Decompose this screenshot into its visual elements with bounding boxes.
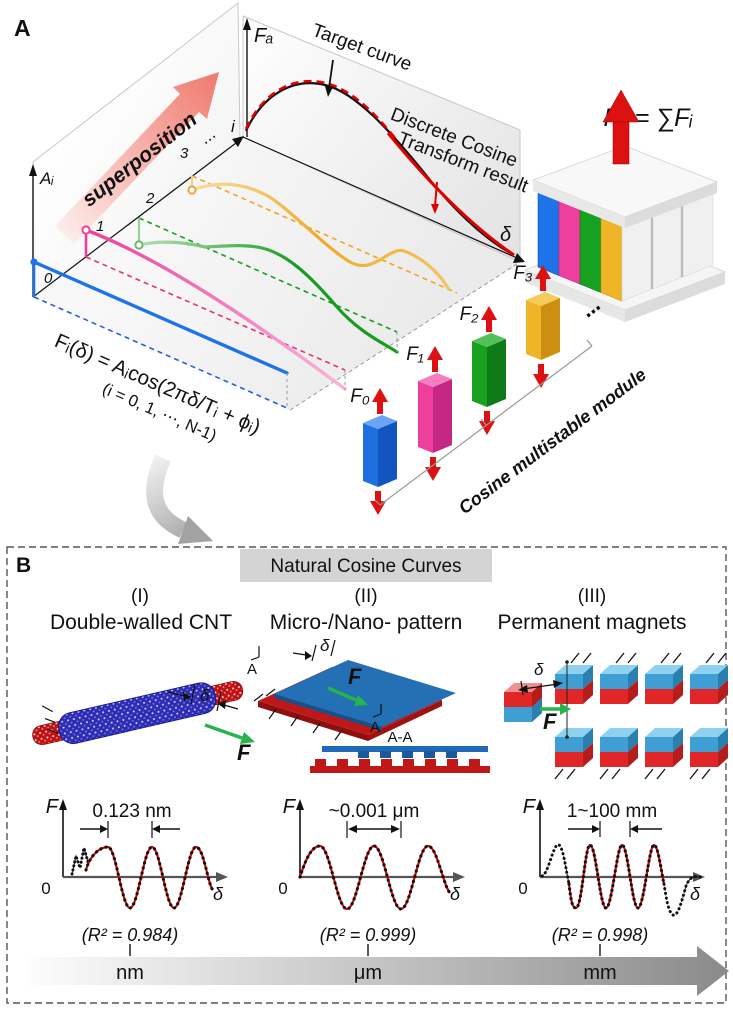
pattern-illustration: δ F A A A-A (247, 636, 490, 773)
target-curve (244, 82, 515, 256)
i-axis (32, 142, 237, 298)
panel-b-border (6, 546, 727, 1004)
plot2-zero-label: 0 (278, 879, 287, 898)
plot1-period: 0.123 nm (92, 801, 171, 822)
module-force-arrow-icon (612, 119, 630, 165)
cnt-illustration: δ F (32, 681, 255, 765)
col2-numeral: (II) (354, 586, 377, 607)
panel-b-title-box (240, 549, 492, 582)
pattern-delta-label: δ (320, 636, 330, 655)
pattern-section-a2: A (370, 719, 380, 736)
delta-axis-arrow-icon (513, 253, 525, 263)
plot-pattern: F 0 δ ~0.001 μm (R² = 0.999) (278, 796, 465, 945)
delta-axis (242, 136, 518, 259)
bar-label-f0: F₀ (350, 386, 370, 407)
plot1-delta-label: δ (213, 884, 224, 904)
cnt-force-label: F (237, 740, 251, 765)
bar-label-f2: F₂ (460, 304, 480, 325)
magnet-row-top (555, 652, 728, 704)
i-axis-label: i (231, 117, 236, 136)
module-bar-green (579, 208, 602, 293)
bar-f3: F₃ (513, 263, 560, 388)
module-bracket (374, 339, 593, 506)
dct-pointer (434, 181, 438, 207)
magnets-illustration: δ F (504, 652, 728, 780)
component-3: 3 (180, 145, 458, 294)
pattern-force-label: F (348, 664, 362, 689)
target-curve-pointer (328, 59, 334, 89)
floor-front-edge (289, 261, 521, 411)
stem-label-1: 1 (96, 218, 104, 235)
dct-pointer-head-icon (431, 204, 439, 214)
scale-unit-nm: nm (116, 962, 144, 984)
col3-title: Permanent magnets (497, 611, 686, 634)
stem-label-2: 2 (145, 190, 155, 207)
col1-title: Double-walled CNT (50, 611, 232, 634)
dct-curve-solid (386, 132, 515, 257)
bar-f0: F₀ (350, 386, 397, 515)
plot-cnt: F 0 δ 0.123 nm (R² = 0.984) (41, 796, 228, 945)
pattern-section-view-label: A-A (387, 729, 412, 746)
plot1-f-label: F (46, 796, 60, 818)
module-bar-blue (537, 191, 560, 276)
stem-label-3: 3 (180, 145, 189, 162)
bar-f1: F₁ (406, 344, 452, 481)
plot3-zero-label: 0 (518, 879, 527, 898)
bar-f2: F₂ (460, 304, 506, 435)
plot1-r2: (R² = 0.984) (82, 925, 179, 945)
col3-numeral: (III) (578, 586, 607, 607)
cnt-delta-label: δ (200, 686, 210, 705)
module-bar-magenta (558, 200, 581, 285)
delta-axis-label: δ (500, 224, 512, 246)
plot3-f-label: F (523, 796, 537, 818)
plot3-period: 1~100 mm (567, 801, 657, 822)
col2-title: Micro-/Nano- pattern (270, 611, 463, 634)
panel-a-label: A (14, 15, 31, 41)
plot2-delta-label: δ (450, 884, 461, 904)
transition-arrow-icon (146, 454, 213, 544)
module-bar-yellow (600, 217, 623, 302)
pattern-section-a1: A (247, 661, 257, 678)
plot1-zero-label: 0 (41, 879, 50, 898)
superposition-arrow (55, 72, 219, 244)
ai-axis-label: Aᵢ (39, 169, 54, 188)
ai-axis-arrow-icon (29, 164, 37, 176)
plot2-f-label: F (283, 796, 297, 818)
plot3-r2: (R² = 0.998) (552, 925, 649, 945)
plot2-r2: (R² = 0.999) (320, 925, 417, 945)
magnet-row-bottom (554, 728, 728, 780)
plot2-period: ~0.001 μm (329, 801, 420, 822)
col1-numeral: (I) (131, 586, 149, 607)
scale-unit-mm: mm (583, 962, 616, 984)
panel-b-title: Natural Cosine Curves (270, 556, 461, 577)
bar-label-f1: F₁ (406, 344, 424, 365)
magnet-delta-label: δ (534, 660, 544, 679)
bar-label-f3: F₃ (513, 263, 533, 284)
panel-b-label: B (16, 554, 31, 577)
target-curve-pointer-head-icon (325, 86, 333, 97)
dct-curve-dashed (244, 79, 397, 139)
i-axis-arrow-icon (232, 136, 244, 147)
panel-a: superposition Aᵢ i ⋯ 0 1 (14, 1, 727, 544)
scale-unit-um: μm (354, 962, 382, 984)
panel-b: B Natural Cosine Curves (I) (II) (III) D… (6, 546, 729, 1004)
fa-axis-arrow-icon (243, 18, 251, 30)
component-2: 2 (134, 190, 399, 354)
plot-magnets: F 0 δ 1~100 mm (R² = 0.998) (518, 796, 705, 945)
component-0: 0 (30, 258, 289, 409)
fa-axis-label: Fₐ (254, 25, 273, 47)
plot3-delta-label: δ (690, 884, 701, 904)
module-3d: Fₐ = ∑Fᵢ (523, 89, 727, 322)
length-scale-arrow: nm μm mm (28, 944, 729, 996)
stem-label-0: 0 (44, 270, 53, 287)
magnet-force-label: F (543, 709, 557, 734)
component-1: 1 (81, 218, 347, 391)
